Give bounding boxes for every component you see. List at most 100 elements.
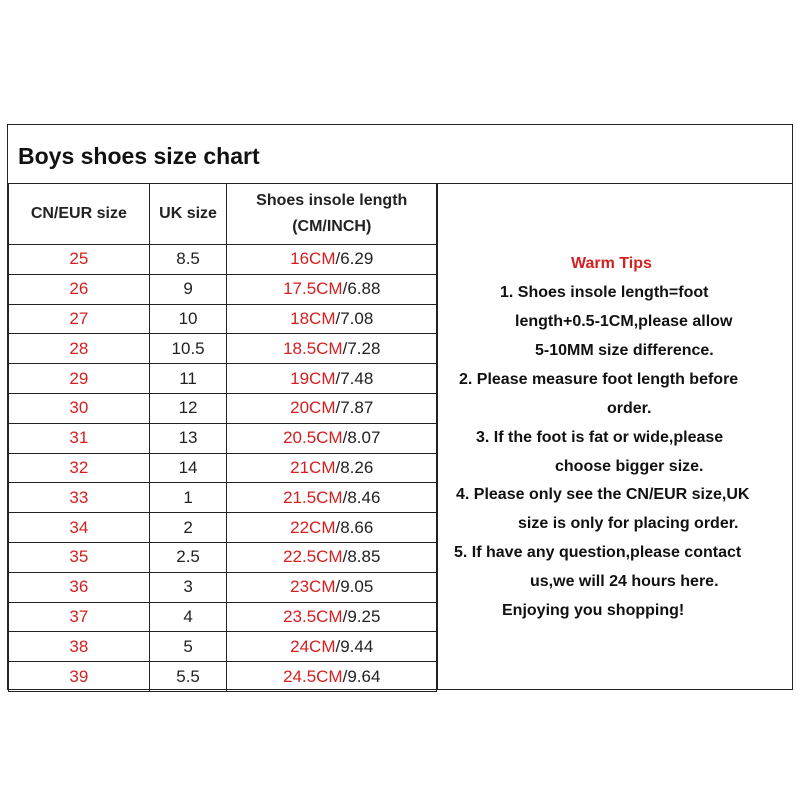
uk-size: 10 xyxy=(148,303,228,335)
tip-line: size is only for placing order. xyxy=(518,515,739,532)
uk-size: 2.5 xyxy=(148,541,228,573)
tip-line: 5. If have any question,please contact xyxy=(454,544,742,561)
header-row: CN/EUR size UK size Shoes insole length (… xyxy=(8,183,437,245)
cn-eur-size: 26 xyxy=(8,273,150,305)
insole-cm: 23.5CM xyxy=(283,606,343,626)
insole-length: 20CM/7.87 xyxy=(226,392,437,424)
uk-size: 2 xyxy=(148,512,228,543)
tip-line: choose bigger size. xyxy=(555,458,704,475)
cn-eur-size: 30 xyxy=(8,392,150,424)
header-cn-eur: CN/EUR size xyxy=(8,183,150,245)
header-uk: UK size xyxy=(148,183,228,245)
warm-tips-panel: Warm Tips 1. Shoes insole length=foot le… xyxy=(437,183,792,689)
uk-size: 3 xyxy=(148,571,228,603)
insole-cm: 21.5CM xyxy=(283,487,343,507)
size-table: CN/EUR size UK size Shoes insole length (… xyxy=(8,183,437,692)
uk-size: 10.5 xyxy=(148,333,228,365)
tip-line: order. xyxy=(607,400,652,417)
table-row: 39 5.5 24.5CM/9.64 xyxy=(8,661,437,692)
insole-length: 16CM/6.29 xyxy=(226,244,437,275)
cn-eur-size: 34 xyxy=(8,512,150,543)
table-row: 25 8.5 16CM/6.29 xyxy=(8,244,437,275)
insole-inch: /9.25 xyxy=(342,606,381,626)
table-row: 30 12 20CM/7.87 xyxy=(8,392,437,424)
table-row: 29 11 19CM/7.48 xyxy=(8,363,437,394)
table-row: 34 2 22CM/8.66 xyxy=(8,512,437,543)
insole-cm: 16CM xyxy=(290,249,336,269)
insole-cm: 22CM xyxy=(290,517,336,537)
cn-eur-size: 32 xyxy=(8,452,150,484)
tip-line: 3. If the foot is fat or wide,please xyxy=(476,429,724,446)
size-chart: Boys shoes size chart CN/EUR size UK siz… xyxy=(7,124,793,692)
insole-length: 21CM/8.26 xyxy=(226,452,437,484)
tip-line: 4. Please only see the CN/EUR size,UK xyxy=(456,486,750,503)
cn-eur-size: 29 xyxy=(8,363,150,394)
header-insole: Shoes insole length (CM/INCH) xyxy=(226,183,437,245)
insole-inch: /8.07 xyxy=(342,428,381,448)
uk-size: 5.5 xyxy=(148,661,228,692)
insole-cm: 24CM xyxy=(290,636,336,656)
header-insole-line1: Shoes insole length xyxy=(256,192,408,209)
insole-cm: 21CM xyxy=(290,457,336,477)
cn-eur-size: 27 xyxy=(8,303,150,335)
insole-inch: /7.08 xyxy=(335,308,374,328)
table-row: 26 9 17.5CM/6.88 xyxy=(8,273,437,305)
insole-length: 24CM/9.44 xyxy=(226,631,437,663)
uk-size: 11 xyxy=(148,363,228,394)
insole-cm: 19CM xyxy=(290,368,336,388)
insole-inch: /9.44 xyxy=(335,636,374,656)
insole-length: 17.5CM/6.88 xyxy=(226,273,437,305)
insole-length: 24.5CM/9.64 xyxy=(226,661,437,692)
cn-eur-size: 36 xyxy=(8,571,150,603)
uk-size: 5 xyxy=(148,631,228,663)
cn-eur-size: 28 xyxy=(8,333,150,365)
header-insole-line2: (CM/INCH) xyxy=(292,218,372,235)
uk-size: 4 xyxy=(148,601,228,633)
tip-line: 1. Shoes insole length=foot xyxy=(500,284,709,301)
insole-inch: /9.05 xyxy=(335,577,374,597)
insole-inch: /7.87 xyxy=(335,398,374,418)
tip-line: 5-10MM size difference. xyxy=(535,342,714,359)
insole-length: 23CM/9.05 xyxy=(226,571,437,603)
insole-cm: 18CM xyxy=(290,308,336,328)
insole-length: 22CM/8.66 xyxy=(226,512,437,543)
insole-length: 21.5CM/8.46 xyxy=(226,482,437,514)
chart-title: Boys shoes size chart xyxy=(8,125,792,184)
insole-inch: /6.88 xyxy=(342,279,381,299)
tip-line: 2. Please measure foot length before xyxy=(459,371,739,388)
cn-eur-size: 33 xyxy=(8,482,150,514)
insole-cm: 20.5CM xyxy=(283,428,343,448)
insole-length: 19CM/7.48 xyxy=(226,363,437,394)
insole-cm: 24.5CM xyxy=(283,666,343,686)
cn-eur-size: 38 xyxy=(8,631,150,663)
table-row: 27 10 18CM/7.08 xyxy=(8,303,437,335)
table-row: 28 10.5 18.5CM/7.28 xyxy=(8,333,437,365)
insole-cm: 18.5CM xyxy=(283,338,343,358)
tip-line: Enjoying you shopping! xyxy=(502,602,685,619)
tips-heading: Warm Tips xyxy=(571,255,652,272)
insole-cm: 20CM xyxy=(290,398,336,418)
insole-inch: /7.28 xyxy=(342,338,381,358)
insole-length: 18CM/7.08 xyxy=(226,303,437,335)
insole-inch: /8.85 xyxy=(342,547,381,567)
insole-length: 20.5CM/8.07 xyxy=(226,422,437,454)
uk-size: 1 xyxy=(148,482,228,514)
cn-eur-size: 39 xyxy=(8,661,150,692)
cn-eur-size: 31 xyxy=(8,422,150,454)
uk-size: 8.5 xyxy=(148,244,228,275)
insole-cm: 23CM xyxy=(290,577,336,597)
insole-length: 22.5CM/8.85 xyxy=(226,541,437,573)
insole-cm: 17.5CM xyxy=(283,279,343,299)
uk-size: 12 xyxy=(148,392,228,424)
uk-size: 13 xyxy=(148,422,228,454)
cn-eur-size: 37 xyxy=(8,601,150,633)
insole-length: 18.5CM/7.28 xyxy=(226,333,437,365)
table-row: 37 4 23.5CM/9.25 xyxy=(8,601,437,633)
table-row: 32 14 21CM/8.26 xyxy=(8,452,437,484)
table-row: 33 1 21.5CM/8.46 xyxy=(8,482,437,514)
cn-eur-size: 25 xyxy=(8,244,150,275)
tip-line: us,we will 24 hours here. xyxy=(530,573,719,590)
insole-inch: /8.66 xyxy=(335,517,374,537)
table-row: 38 5 24CM/9.44 xyxy=(8,631,437,663)
uk-size: 9 xyxy=(148,273,228,305)
